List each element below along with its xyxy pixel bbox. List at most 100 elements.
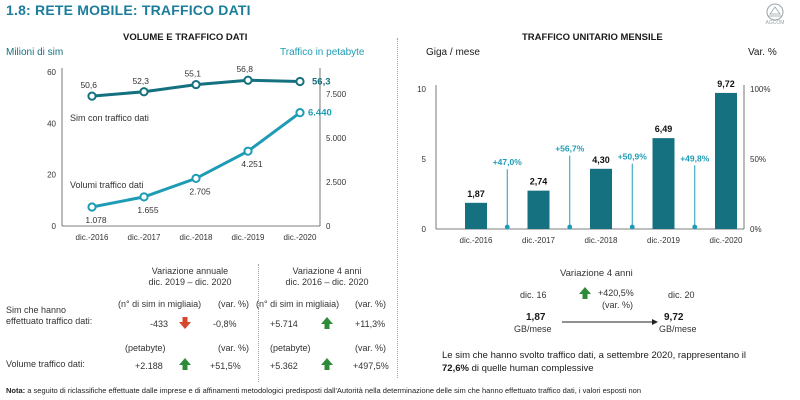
row1-label-2: effettuato traffico dati: xyxy=(6,316,93,326)
left-y-tick-label: 20 xyxy=(47,171,56,180)
sim-data-label: 52,3 xyxy=(132,76,149,86)
bar-left-tick-label: 0 xyxy=(422,225,427,234)
traffic-point xyxy=(87,202,97,212)
bar-x-tick-label: dic.-2018 xyxy=(585,236,618,245)
bar-x-tick-label: dic.-2020 xyxy=(710,236,743,245)
row1-4y-abs: +5.714 xyxy=(270,319,298,329)
bar-x-tick-label: dic.-2017 xyxy=(522,236,555,245)
x-tick-label: dic.-2020 xyxy=(284,233,317,242)
annual-header-2: dic. 2019 – dic. 2020 xyxy=(148,277,232,287)
bar xyxy=(715,92,737,229)
left-y-tick-label: 0 xyxy=(52,222,57,231)
traffic-data-label: 2.705 xyxy=(189,186,211,196)
agcom-logo-icon xyxy=(766,3,784,21)
bar-value-label: 2,74 xyxy=(530,177,548,187)
up-arrow-icon xyxy=(321,317,333,329)
right-y-tick-label: 2.500 xyxy=(326,178,347,187)
right-chart-title: TRAFFICO UNITARIO MENSILE xyxy=(522,32,663,43)
from-label: dic. 16 xyxy=(520,290,547,300)
from-value: 1,87 xyxy=(526,312,546,323)
up-arrow-icon xyxy=(179,358,191,370)
sim-point xyxy=(295,76,305,87)
footnote-text: a seguito di riclassifiche effettuate da… xyxy=(27,386,641,395)
traffic-data-label: 1.078 xyxy=(85,215,107,225)
bar xyxy=(590,168,612,229)
x-tick-label: dic.-2018 xyxy=(180,233,213,242)
x-tick-label: dic.-2016 xyxy=(76,233,109,242)
row1-pct-unit-4y: (var. %) xyxy=(355,299,387,309)
caption-rest: di quelle human complessive xyxy=(468,363,594,374)
unit-traffic-bar-chart: 05100%50%100%1,87dic.-20162,74dic.-20174… xyxy=(417,79,770,245)
bar-right-axis-label: Var. % xyxy=(748,47,777,58)
row2-unit-4y: (petabyte) xyxy=(270,343,311,353)
left-y-tick-label: 60 xyxy=(47,68,56,77)
bar-right-tick-label: 100% xyxy=(750,85,770,94)
bar-right-tick-label: 50% xyxy=(750,155,766,164)
bar-right-tick-label: 0% xyxy=(750,225,762,234)
sim-point xyxy=(139,87,149,97)
sim-point xyxy=(243,75,253,85)
from-unit: GB/mese xyxy=(514,324,552,334)
row2-4y-abs: +5.362 xyxy=(270,361,298,371)
pct-change-label: +49,8% xyxy=(680,153,710,163)
pct-change-label: +50,9% xyxy=(618,152,648,162)
bar-x-tick-label: dic.-2016 xyxy=(460,236,493,245)
right-y-tick-label: 7.500 xyxy=(326,90,347,99)
row2-annual-pct: +51,5% xyxy=(210,361,241,371)
table-divider xyxy=(258,264,259,382)
row1-label-1: Sim che hanno xyxy=(6,305,67,315)
caption-line-1: Le sim che hanno svolto traffico dati, a… xyxy=(442,350,747,361)
sim-data-label: 56,3 xyxy=(312,76,331,87)
sim-data-label: 56,8 xyxy=(236,64,253,74)
bar-left-axis-label: Giga / mese xyxy=(426,47,480,58)
sim-point xyxy=(191,79,201,90)
var-4y-title: Variazione 4 anni xyxy=(560,268,633,279)
bar-value-label: 4,30 xyxy=(592,155,610,165)
caption-line-2: 72,6% di quelle human complessive xyxy=(442,363,594,374)
arrow-right-icon xyxy=(562,319,658,325)
sim-point xyxy=(87,91,97,101)
traffic-data-label: 1.655 xyxy=(137,205,159,215)
up-arrow-icon xyxy=(321,358,333,370)
bar-value-label: 9,72 xyxy=(717,79,735,89)
row2-unit-annual: (petabyte) xyxy=(125,343,166,353)
right-axis-label: Traffico in petabyte xyxy=(280,47,365,58)
to-unit: GB/mese xyxy=(659,324,697,334)
traffic-point xyxy=(139,192,149,202)
bar-left-tick-label: 5 xyxy=(422,155,427,164)
x-tick-label: dic.-2019 xyxy=(232,233,265,242)
traffic-point xyxy=(243,146,253,156)
bar xyxy=(527,190,550,229)
traffic-data-label: 6.440 xyxy=(308,108,332,119)
right-y-tick-label: 5.000 xyxy=(326,134,347,143)
pct-marker-dot xyxy=(692,224,698,230)
left-axis-label: Milioni di sim xyxy=(6,47,64,58)
row1-unit-annual: (n° di sim in migliaia) xyxy=(118,299,202,309)
row1-unit-4y: (n° di sim in migliaia) xyxy=(256,299,340,309)
sim-series-name: Sim con traffico dati xyxy=(70,113,149,123)
sim-data-label: 50,6 xyxy=(80,80,97,90)
bar-left-tick-label: 10 xyxy=(417,85,426,94)
volume-traffic-line-chart: 0 20 40 60 0 2.500 5.000 7.500 dic.-2016 dic.-201… xyxy=(47,64,347,242)
left-chart-title: VOLUME E TRAFFICO DATI xyxy=(123,32,248,43)
caption-percentage: 72,6% xyxy=(442,363,469,374)
row1-pct-unit-annual: (var. %) xyxy=(218,299,250,309)
row2-annual-abs: +2.188 xyxy=(135,361,163,371)
annual-header-1: Variazione annuale xyxy=(151,266,229,276)
logo-text: AGCOM xyxy=(765,20,785,26)
up-arrow-icon xyxy=(579,287,591,299)
bar-x-tick-label: dic.-2019 xyxy=(647,236,680,245)
footnote-label: Nota: xyxy=(6,386,26,395)
pct-marker-dot xyxy=(629,224,635,230)
pct-marker-dot xyxy=(567,224,573,230)
sim-data-label: 55,1 xyxy=(184,69,201,79)
to-label: dic. 20 xyxy=(668,290,695,300)
four-year-header-1: Variazione 4 anni xyxy=(292,266,362,276)
bar-value-label: 1,87 xyxy=(467,189,485,199)
page-title: 1.8: RETE MOBILE: TRAFFICO DATI xyxy=(6,2,251,18)
traffic-point xyxy=(191,173,201,183)
bar xyxy=(465,202,487,229)
pct-marker-dot xyxy=(504,224,510,230)
row2-pct-unit-4y: (var. %) xyxy=(355,343,387,353)
footnote: Nota: a seguito di riclassifiche effettu… xyxy=(6,386,641,395)
